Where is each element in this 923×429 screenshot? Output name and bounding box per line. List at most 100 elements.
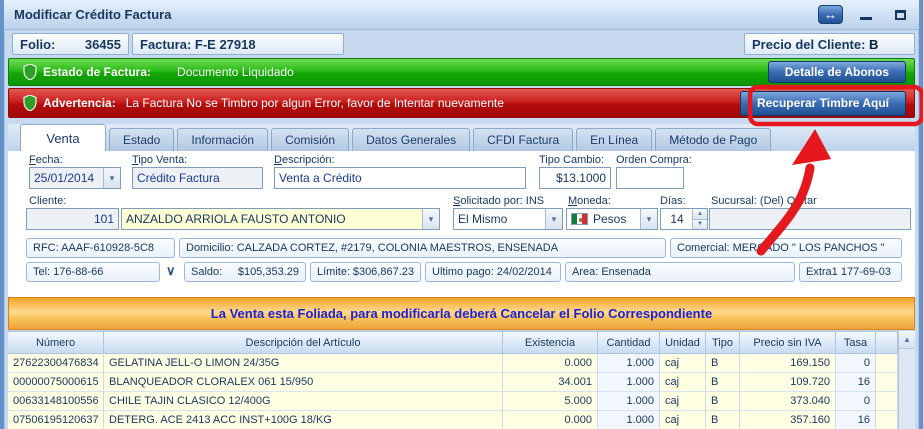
- col-tipo[interactable]: Tipo: [706, 332, 740, 353]
- minimize-icon: [859, 17, 872, 20]
- items-table: Número Descripción del Artículo Existenc…: [8, 331, 915, 429]
- chevron-down-icon[interactable]: ∨: [166, 263, 176, 278]
- cell-precio: 169.150: [740, 354, 836, 373]
- spin-down-icon[interactable]: ▼: [692, 219, 707, 229]
- cliente-label: Cliente:: [29, 195, 67, 207]
- tab-informacion[interactable]: Información: [177, 128, 269, 151]
- cell-numero: 27622300476834: [8, 354, 104, 373]
- tab-cfdi-factura[interactable]: CFDI Factura: [473, 128, 574, 151]
- status-text: Documento Liquidado: [177, 65, 294, 79]
- cell-numero: 00000075000615: [8, 373, 104, 392]
- tipo-venta-field[interactable]: Crédito Factura: [132, 167, 263, 189]
- saldo-box: Saldo: $105,353.29: [184, 262, 306, 282]
- tab-venta[interactable]: Venta: [20, 124, 106, 151]
- shield-icon: [23, 95, 37, 111]
- sucursal-field[interactable]: [709, 208, 911, 230]
- table-header-row: Número Descripción del Artículo Existenc…: [8, 331, 898, 354]
- cell-tasa: 16: [836, 411, 876, 429]
- cell-filler: [876, 373, 898, 392]
- cliente-nombre-combo[interactable]: ANZALDO ARRIOLA FAUSTO ANTONIO ▾: [121, 208, 440, 230]
- cell-existencia: 0.000: [503, 411, 598, 429]
- cell-unidad: caj: [660, 411, 706, 429]
- area-box: Area: Ensenada: [565, 262, 795, 282]
- orden-compra-label: Orden Compra:: [616, 154, 692, 166]
- col-precio-sin-iva[interactable]: Precio sin IVA: [740, 332, 836, 353]
- dias-spin-buttons: ▲ ▼: [691, 209, 707, 229]
- precio-cliente-value: B: [869, 36, 879, 52]
- table-row[interactable]: 00000075000615 BLANQUEADOR CLORALEX 061 …: [8, 373, 898, 392]
- cell-tipo: B: [706, 392, 740, 411]
- spin-up-icon[interactable]: ▲: [692, 209, 707, 220]
- col-tasa[interactable]: Tasa: [836, 332, 876, 353]
- detalle-abonos-button[interactable]: Detalle de Abonos: [767, 61, 906, 83]
- col-numero[interactable]: Número: [8, 332, 104, 353]
- maximize-icon: [895, 9, 906, 20]
- cell-cantidad: 1.000: [598, 373, 660, 392]
- notice-text: La Venta esta Foliada, para modificarla …: [210, 306, 713, 321]
- orden-compra-field[interactable]: [616, 167, 684, 189]
- ultimo-pago-box: Ultimo pago: 24/02/2014: [425, 262, 561, 282]
- cell-existencia: 0.000: [503, 354, 598, 373]
- window-controls: ↔: [818, 5, 913, 24]
- status-bar: Estado de Factura: Documento Liquidado D…: [8, 58, 915, 86]
- dias-stepper[interactable]: 14 ▲ ▼: [660, 208, 708, 230]
- col-unidad[interactable]: Unidad: [660, 332, 706, 353]
- moneda-combo[interactable]: Pesos ▾: [566, 208, 658, 230]
- tab-comision[interactable]: Comisión: [271, 128, 350, 151]
- solicitado-combo[interactable]: El Mismo ▾: [453, 208, 563, 230]
- cliente-numero-field[interactable]: 101: [26, 208, 119, 230]
- solicitado-dropdown-icon[interactable]: ▾: [545, 209, 562, 229]
- cell-tasa: 0: [836, 392, 876, 411]
- moneda-dropdown-icon[interactable]: ▾: [640, 209, 657, 229]
- moneda-label: Moneda:: [568, 195, 611, 207]
- cell-existencia: 34.001: [503, 373, 598, 392]
- tab-en-linea[interactable]: En Línea: [576, 128, 653, 151]
- col-descripcion[interactable]: Descripción del Artículo: [104, 332, 503, 353]
- cell-unidad: caj: [660, 392, 706, 411]
- table-row[interactable]: 00633148100556 CHILE TAJIN CLASICO 12/40…: [8, 392, 898, 411]
- extra1-box: Extra1 177-69-03: [799, 262, 902, 282]
- precio-cliente-label: Precio del Cliente:: [752, 36, 866, 52]
- resize-button[interactable]: ↔: [818, 5, 843, 24]
- table-row[interactable]: 27622300476834 GELATINA JELL-O LIMON 24/…: [8, 354, 898, 373]
- cell-tipo: B: [706, 354, 740, 373]
- venta-panel: Fecha: Tipo Venta: Descripción: Tipo Cam…: [8, 151, 915, 297]
- table-row[interactable]: 07506195120637 DETERG. ACE 2413 ACC INST…: [8, 411, 898, 429]
- table-scrollbar[interactable]: ▲: [898, 331, 915, 429]
- tab-estado[interactable]: Estado: [109, 128, 175, 151]
- col-existencia[interactable]: Existencia: [503, 332, 598, 353]
- cell-numero: 00633148100556: [8, 392, 104, 411]
- limite-box: Límite: $306,867.23: [310, 262, 421, 282]
- tab-datos-generales[interactable]: Datos Generales: [352, 128, 471, 151]
- tab-metodo-pago[interactable]: Método de Pago: [655, 128, 772, 151]
- cell-cantidad: 1.000: [598, 354, 660, 373]
- scroll-up-icon[interactable]: ▲: [899, 331, 915, 349]
- warning-text: La Factura No se Timbro por algun Error,…: [125, 96, 504, 110]
- fecha-dropdown-icon[interactable]: ▾: [103, 168, 120, 188]
- mexico-flag-icon: [571, 213, 588, 225]
- cell-precio: 357.160: [740, 411, 836, 429]
- cell-tipo: B: [706, 411, 740, 429]
- tab-strip: Venta Estado Información Comisión Datos …: [8, 124, 915, 151]
- tipo-cambio-field[interactable]: $13.1000: [539, 167, 611, 189]
- cell-precio: 373.040: [740, 392, 836, 411]
- cell-unidad: caj: [660, 373, 706, 392]
- maximize-button[interactable]: [888, 5, 913, 24]
- col-cantidad[interactable]: Cantidad: [598, 332, 660, 353]
- folio-label: Folio:: [20, 36, 56, 52]
- cell-cantidad: 1.000: [598, 411, 660, 429]
- warning-label: Advertencia:: [43, 96, 116, 110]
- recuperar-timbre-button[interactable]: Recuperar Timbre Aquí: [739, 90, 906, 116]
- descripcion-field[interactable]: Venta a Crédito: [274, 167, 526, 189]
- folio-box: Folio: 36455: [12, 33, 129, 55]
- cell-filler: [876, 392, 898, 411]
- rfc-box: RFC: AAAF-610928-5C8: [26, 238, 175, 258]
- minimize-button[interactable]: [853, 5, 878, 24]
- fecha-field[interactable]: 25/01/2014 ▾: [29, 167, 121, 189]
- status-label: Estado de Factura:: [43, 65, 152, 79]
- cell-cantidad: 1.000: [598, 392, 660, 411]
- descripcion-label: Descripción:: [274, 154, 335, 166]
- title-bar: Modificar Crédito Factura ↔: [4, 0, 919, 30]
- cliente-dropdown-icon[interactable]: ▾: [422, 209, 439, 229]
